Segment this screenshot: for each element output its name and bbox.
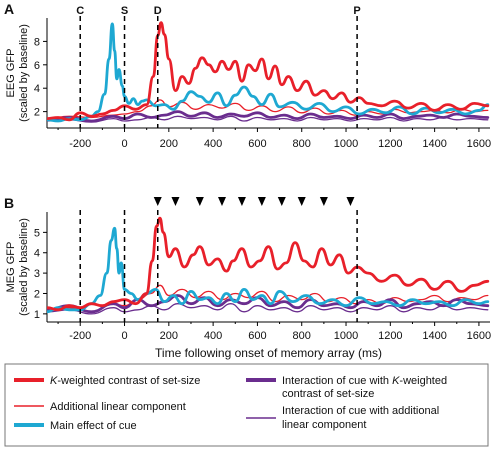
significance-arrowhead — [277, 197, 286, 206]
series-line-interaction-linear — [47, 303, 489, 315]
significance-arrowhead — [171, 197, 180, 206]
significance-arrowhead — [217, 197, 226, 206]
x-tick-label: 200 — [160, 138, 178, 150]
panel-label: A — [4, 1, 14, 17]
x-tick-label: -200 — [69, 330, 91, 342]
series-line-interaction-linear — [47, 115, 489, 123]
significance-arrowhead — [346, 197, 355, 206]
significance-arrowhead — [237, 197, 246, 206]
x-tick-label: 1400 — [422, 138, 446, 150]
y-axis-label-line2: (scaled by baseline) — [18, 24, 30, 122]
panel-label: B — [4, 195, 14, 211]
series-line-interaction-k — [47, 110, 490, 123]
panel-a: A EEG GFP (scaled by baseline) 2 4 6 8 -200 0 200… — [4, 1, 491, 150]
x-axis-label: Time following onset of memory array (ms… — [155, 346, 382, 360]
significance-arrowhead — [195, 197, 204, 206]
y-tick-label: 4 — [34, 83, 40, 95]
event-marker-label: C — [76, 5, 84, 17]
x-tick-label: 1000 — [334, 138, 358, 150]
x-tick-label: 0 — [121, 138, 127, 150]
series-line-cue — [47, 22, 490, 123]
y-tick-label: 2 — [34, 288, 40, 300]
y-tick-label: 8 — [34, 36, 40, 48]
y-tick-label: 5 — [34, 227, 40, 239]
series-line-k — [47, 216, 490, 312]
legend-entry-interaction-k-line2: contrast of set-size — [282, 388, 374, 400]
legend-entry-interaction-linear: Interaction of cue with additional — [282, 405, 439, 417]
series-group — [47, 21, 490, 123]
legend-entry-interaction-k: Interaction of cue with K-weighted — [282, 375, 447, 387]
series-group — [47, 216, 490, 315]
significance-arrowhead — [319, 197, 328, 206]
x-tick-label: 600 — [248, 138, 266, 150]
legend-entry-k: K-weighted contrast of set-size — [50, 375, 200, 387]
x-tick-label: 1200 — [378, 330, 402, 342]
y-axis-label: EEG GFP — [5, 49, 17, 98]
x-tick-label: 1600 — [467, 330, 491, 342]
event-marker-label: D — [154, 5, 162, 17]
x-tick-label: -200 — [69, 138, 91, 150]
x-tick-label: 1000 — [334, 330, 358, 342]
x-tick-label: 200 — [160, 330, 178, 342]
series-line-cue — [47, 226, 490, 314]
legend-entry-linear: Additional linear component — [50, 401, 186, 413]
significance-arrowhead — [153, 197, 162, 206]
x-tick-label: 0 — [121, 330, 127, 342]
y-axis-label: MEG GFP — [5, 242, 17, 293]
x-tick-label: 1600 — [467, 138, 491, 150]
x-tick-label: 1400 — [422, 330, 446, 342]
legend-entry-interaction-linear-line2: linear component — [282, 419, 366, 431]
significance-arrowhead — [297, 197, 306, 206]
y-tick-label: 4 — [34, 248, 40, 260]
event-marker-label: S — [121, 5, 128, 17]
x-tick-label: 800 — [293, 138, 311, 150]
x-tick-label: 400 — [204, 138, 222, 150]
x-tick-label: 1200 — [378, 138, 402, 150]
y-tick-label: 3 — [34, 268, 40, 280]
significance-arrowhead — [257, 197, 266, 206]
x-tick-label: 800 — [293, 330, 311, 342]
y-tick-label: 2 — [34, 107, 40, 119]
x-tick-label: 600 — [248, 330, 266, 342]
panel-b: B MEG GFP (scaled by baseline) 1 2 3 4 5 -200 0 20… — [4, 195, 491, 360]
y-tick-label: 6 — [34, 60, 40, 72]
event-marker-label: P — [353, 5, 360, 17]
y-tick-label: 1 — [34, 309, 40, 321]
legend-frame — [4, 363, 489, 447]
legend: K-weighted contrast of set-size Addition… — [4, 363, 489, 447]
series-line-k — [47, 21, 490, 122]
legend-entry-cue: Main effect of cue — [50, 420, 137, 432]
x-tick-label: 400 — [204, 330, 222, 342]
y-axis-label-line2: (scaled by baseline) — [18, 218, 30, 316]
